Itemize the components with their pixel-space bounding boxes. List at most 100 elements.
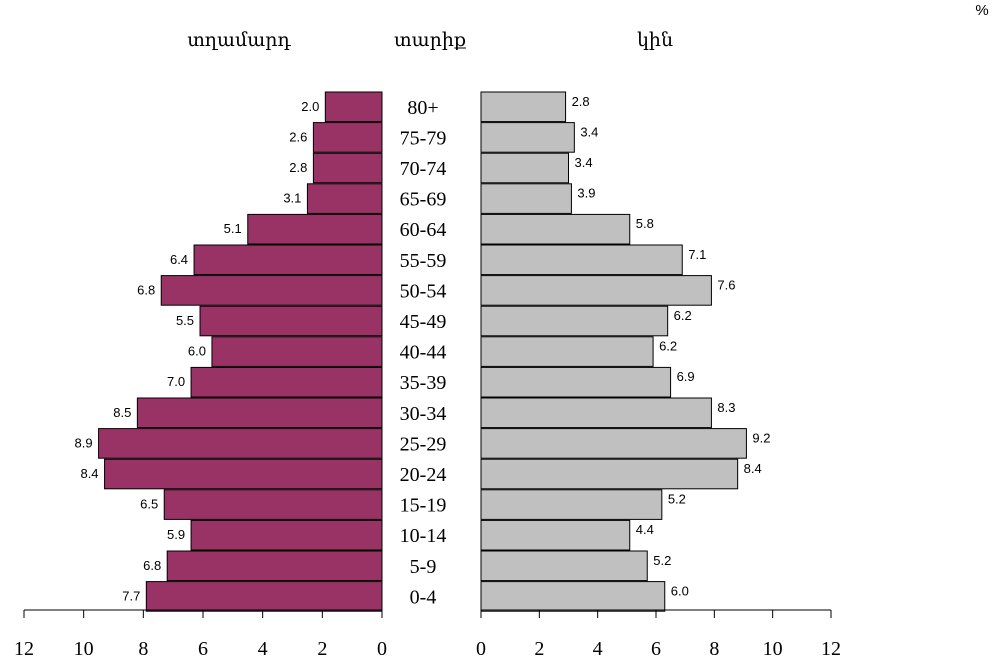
male-bar <box>145 581 383 612</box>
left-axis-tick-label: 8 <box>138 638 148 657</box>
male-bar <box>312 152 383 184</box>
female-value-label: 6.9 <box>677 369 695 384</box>
age-label-group: 80+ 75-79 70-74 65-69 60-64 55-59 50-54 45-49 40… <box>400 97 447 609</box>
right-axis-tick-label: 4 <box>593 638 603 657</box>
female-bar <box>480 152 569 184</box>
age-group-label: 80+ <box>407 97 438 119</box>
female-bar <box>480 275 712 306</box>
male-bar <box>160 275 383 306</box>
age-group-label: 75-79 <box>400 127 447 149</box>
female-bar <box>480 183 572 214</box>
male-bar <box>247 213 383 245</box>
male-bar <box>193 244 383 276</box>
male-bar <box>306 183 383 214</box>
age-group-label: 5-9 <box>410 556 437 578</box>
female-bar-group <box>480 91 747 612</box>
male-value-label: 7.0 <box>167 374 185 389</box>
age-group-label: 65-69 <box>400 189 447 211</box>
female-bar <box>480 428 747 459</box>
left-axis-tick-label: 4 <box>258 638 268 657</box>
female-value-label: 3.4 <box>575 155 593 170</box>
left-axis-tick-label: 12 <box>14 638 34 657</box>
female-bar <box>480 519 631 551</box>
male-value-label: 6.4 <box>170 252 188 267</box>
age-group-label: 50-54 <box>400 280 447 302</box>
female-value-label: 3.4 <box>580 124 598 139</box>
age-header: տարիք <box>394 30 466 51</box>
left-axis-tick-label: 10 <box>74 638 94 657</box>
male-value-label: 3.1 <box>283 191 301 206</box>
age-group-label: 70-74 <box>400 158 447 180</box>
female-value-label: 6.2 <box>674 308 692 323</box>
female-bar <box>480 458 739 490</box>
male-value-label: 7.7 <box>122 588 140 603</box>
female-bar <box>480 305 669 337</box>
female-value-label: 5.2 <box>668 492 686 507</box>
female-value-label: 5.2 <box>653 553 671 568</box>
male-value-label: 5.5 <box>176 313 194 328</box>
male-value-label: 2.6 <box>289 129 307 144</box>
female-value-label: 8.4 <box>744 461 762 476</box>
male-value-label-group: 2.0 2.6 2.8 3.1 5.1 6.4 6.8 5.5 6.07.0 8.5 8.9 8.4 6… <box>75 99 320 604</box>
left-x-axis: 12 10 8 6 4 2 0 <box>14 609 387 657</box>
female-value-label: 6.2 <box>659 339 677 354</box>
female-value-label: 8.3 <box>717 400 735 415</box>
left-axis-tick-label: 6 <box>198 638 208 657</box>
right-axis-tick-label: 2 <box>534 638 544 657</box>
male-bar <box>312 122 383 153</box>
right-x-axis: 0 2 4 6 8 10 12 <box>476 609 841 657</box>
male-bar <box>163 489 383 520</box>
female-bar <box>480 489 663 520</box>
age-group-label: 40-44 <box>400 342 447 364</box>
right-axis-tick-label: 8 <box>709 638 719 657</box>
male-bar <box>98 428 383 459</box>
male-value-label: 6.0 <box>188 344 206 359</box>
female-value-label: 7.6 <box>717 277 735 292</box>
male-value-label: 2.8 <box>289 160 307 175</box>
female-bar <box>480 581 666 612</box>
male-value-label: 5.9 <box>167 527 185 542</box>
age-group-label: 45-49 <box>400 311 447 333</box>
age-group-label: 25-29 <box>400 433 447 455</box>
right-axis-tick-label: 6 <box>651 638 661 657</box>
male-bar <box>211 336 383 367</box>
female-bar <box>480 122 575 153</box>
right-axis-tick-label: 0 <box>476 638 486 657</box>
female-value-label: 4.4 <box>636 522 654 537</box>
female-value-label: 6.0 <box>671 583 689 598</box>
age-group-label: 10-14 <box>400 525 447 547</box>
left-axis-tick-label: 0 <box>377 638 387 657</box>
right-axis-tick-label: 12 <box>821 638 841 657</box>
male-value-label: 6.5 <box>140 497 158 512</box>
male-value-label: 8.5 <box>113 405 131 420</box>
male-bar-group <box>98 91 383 612</box>
female-bar <box>480 213 631 245</box>
female-value-label: 5.8 <box>636 216 654 231</box>
female-bar <box>480 397 712 429</box>
age-group-label: 60-64 <box>400 219 447 241</box>
age-group-label: 0-4 <box>410 586 437 608</box>
female-bar <box>480 550 648 582</box>
age-group-label: 35-39 <box>400 372 447 394</box>
male-bar <box>324 91 383 123</box>
male-header: տղամարդ <box>187 30 291 51</box>
age-group-label: 20-24 <box>400 464 447 486</box>
female-value-label: 7.1 <box>688 247 706 262</box>
age-group-label: 15-19 <box>400 495 447 517</box>
male-bar <box>136 397 383 429</box>
male-value-label: 6.8 <box>137 282 155 297</box>
male-value-label: 6.8 <box>143 558 161 573</box>
age-group-label: 30-34 <box>400 403 447 425</box>
right-axis-tick-label: 10 <box>763 638 783 657</box>
female-bar <box>480 366 672 398</box>
male-value-label: 5.1 <box>224 221 242 236</box>
unit-label: % <box>975 2 988 19</box>
male-bar <box>190 519 383 551</box>
female-value-label-group: 2.83.43.43.95.87.17.66.26.26.98.39.28.45… <box>572 94 771 599</box>
male-bar <box>199 305 383 337</box>
male-value-label: 8.4 <box>80 466 98 481</box>
female-value-label: 9.2 <box>752 430 770 445</box>
male-value-label: 2.0 <box>301 99 319 114</box>
male-bar <box>166 550 383 582</box>
age-group-label: 55-59 <box>400 250 447 272</box>
